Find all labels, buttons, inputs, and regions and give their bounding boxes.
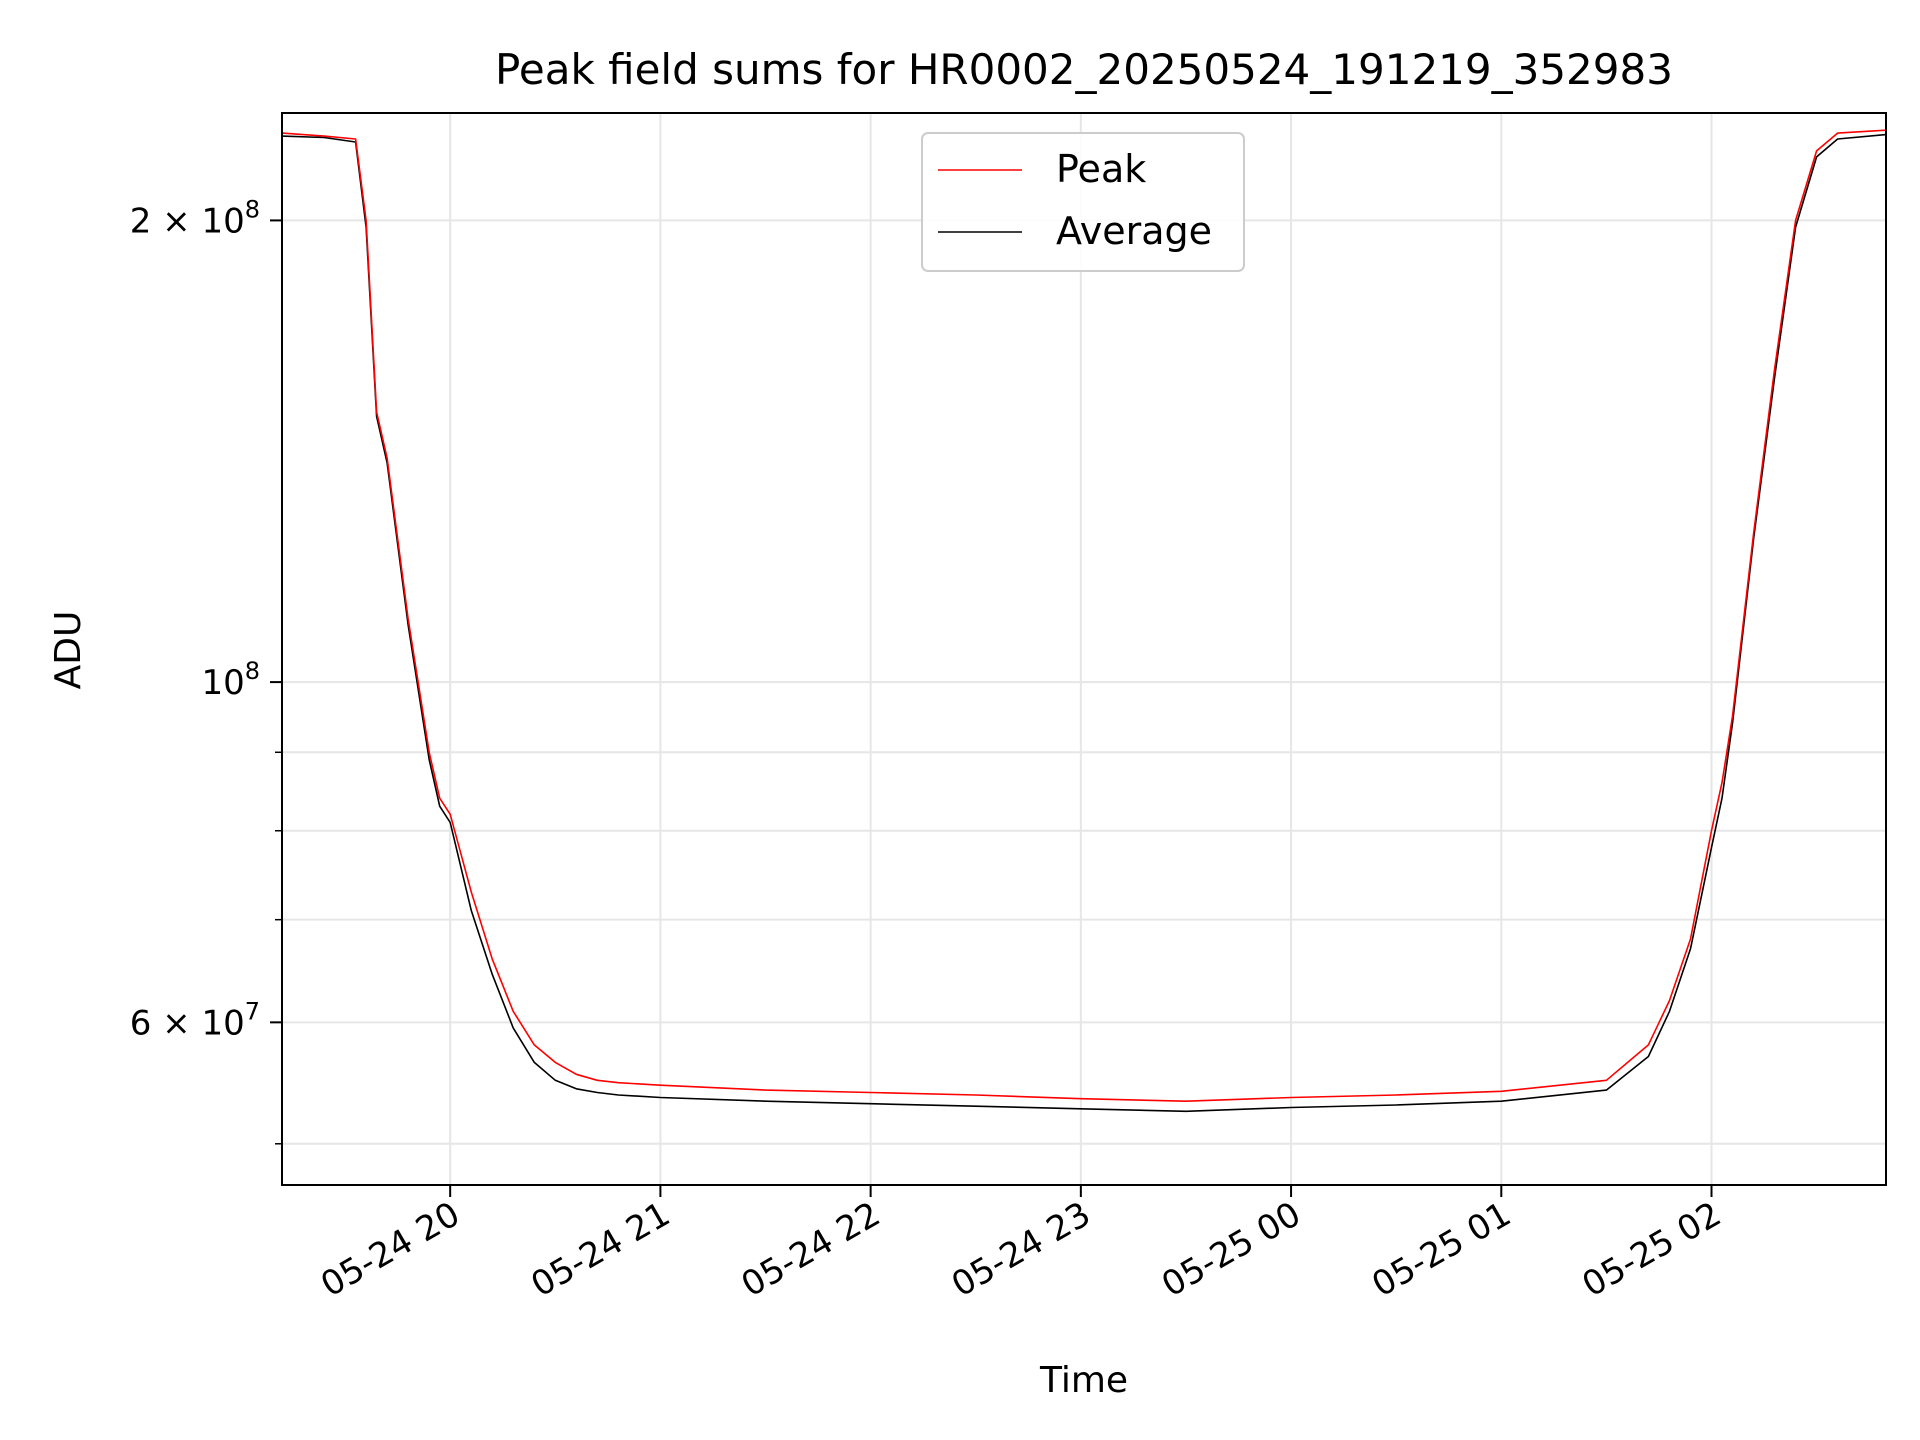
plot-frame bbox=[281, 112, 1887, 1186]
y-tick-label-exponent: 8 bbox=[245, 657, 260, 685]
y-tick-label-base: 10 bbox=[201, 663, 244, 703]
y-tick-label: 2 × 108 bbox=[130, 195, 260, 241]
y-tick-label-base: 2 × 10 bbox=[130, 201, 245, 241]
legend-label-peak: Peak bbox=[1056, 147, 1146, 191]
y-tick-label-exponent: 7 bbox=[245, 997, 260, 1025]
legend-label-average: Average bbox=[1056, 209, 1212, 253]
y-tick-label: 6 × 107 bbox=[130, 997, 260, 1043]
legend: Peak Average bbox=[921, 132, 1245, 272]
legend-box bbox=[921, 132, 1245, 272]
y-axis-label: ADU bbox=[48, 611, 89, 690]
chart-title: Peak field sums for HR0002_20250524_1912… bbox=[495, 45, 1673, 94]
series-line-average bbox=[282, 133, 1886, 1113]
y-tick-label-base: 6 × 10 bbox=[130, 1003, 245, 1043]
y-tick-label: 108 bbox=[201, 657, 260, 703]
series-layer bbox=[282, 129, 1886, 1113]
y-tick-label-exponent: 8 bbox=[245, 195, 260, 223]
grid bbox=[282, 113, 1886, 1185]
series-line-peak bbox=[282, 129, 1886, 1102]
x-axis-label: Time bbox=[1039, 1360, 1128, 1401]
